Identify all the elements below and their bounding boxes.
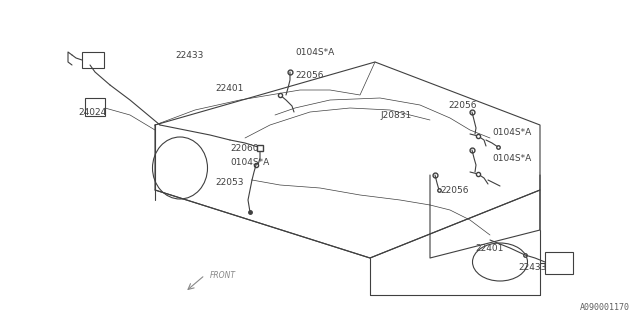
Text: 24024: 24024 <box>78 108 106 116</box>
Text: J20831: J20831 <box>380 110 412 119</box>
Text: 22433: 22433 <box>175 51 204 60</box>
Text: 22056: 22056 <box>440 186 468 195</box>
Text: A090001170: A090001170 <box>580 303 630 312</box>
Text: 22056: 22056 <box>448 100 477 109</box>
Text: 22433: 22433 <box>518 263 547 273</box>
Text: 22056: 22056 <box>295 70 323 79</box>
Text: 22401: 22401 <box>475 244 504 252</box>
Text: 0104S*A: 0104S*A <box>295 47 334 57</box>
Text: FRONT: FRONT <box>210 270 236 279</box>
Text: 0104S*A: 0104S*A <box>492 127 531 137</box>
Text: 22053: 22053 <box>215 178 243 187</box>
Text: 22401: 22401 <box>215 84 243 92</box>
Text: 0104S*A: 0104S*A <box>230 157 269 166</box>
Text: 0104S*A: 0104S*A <box>492 154 531 163</box>
Text: 22060: 22060 <box>230 143 259 153</box>
